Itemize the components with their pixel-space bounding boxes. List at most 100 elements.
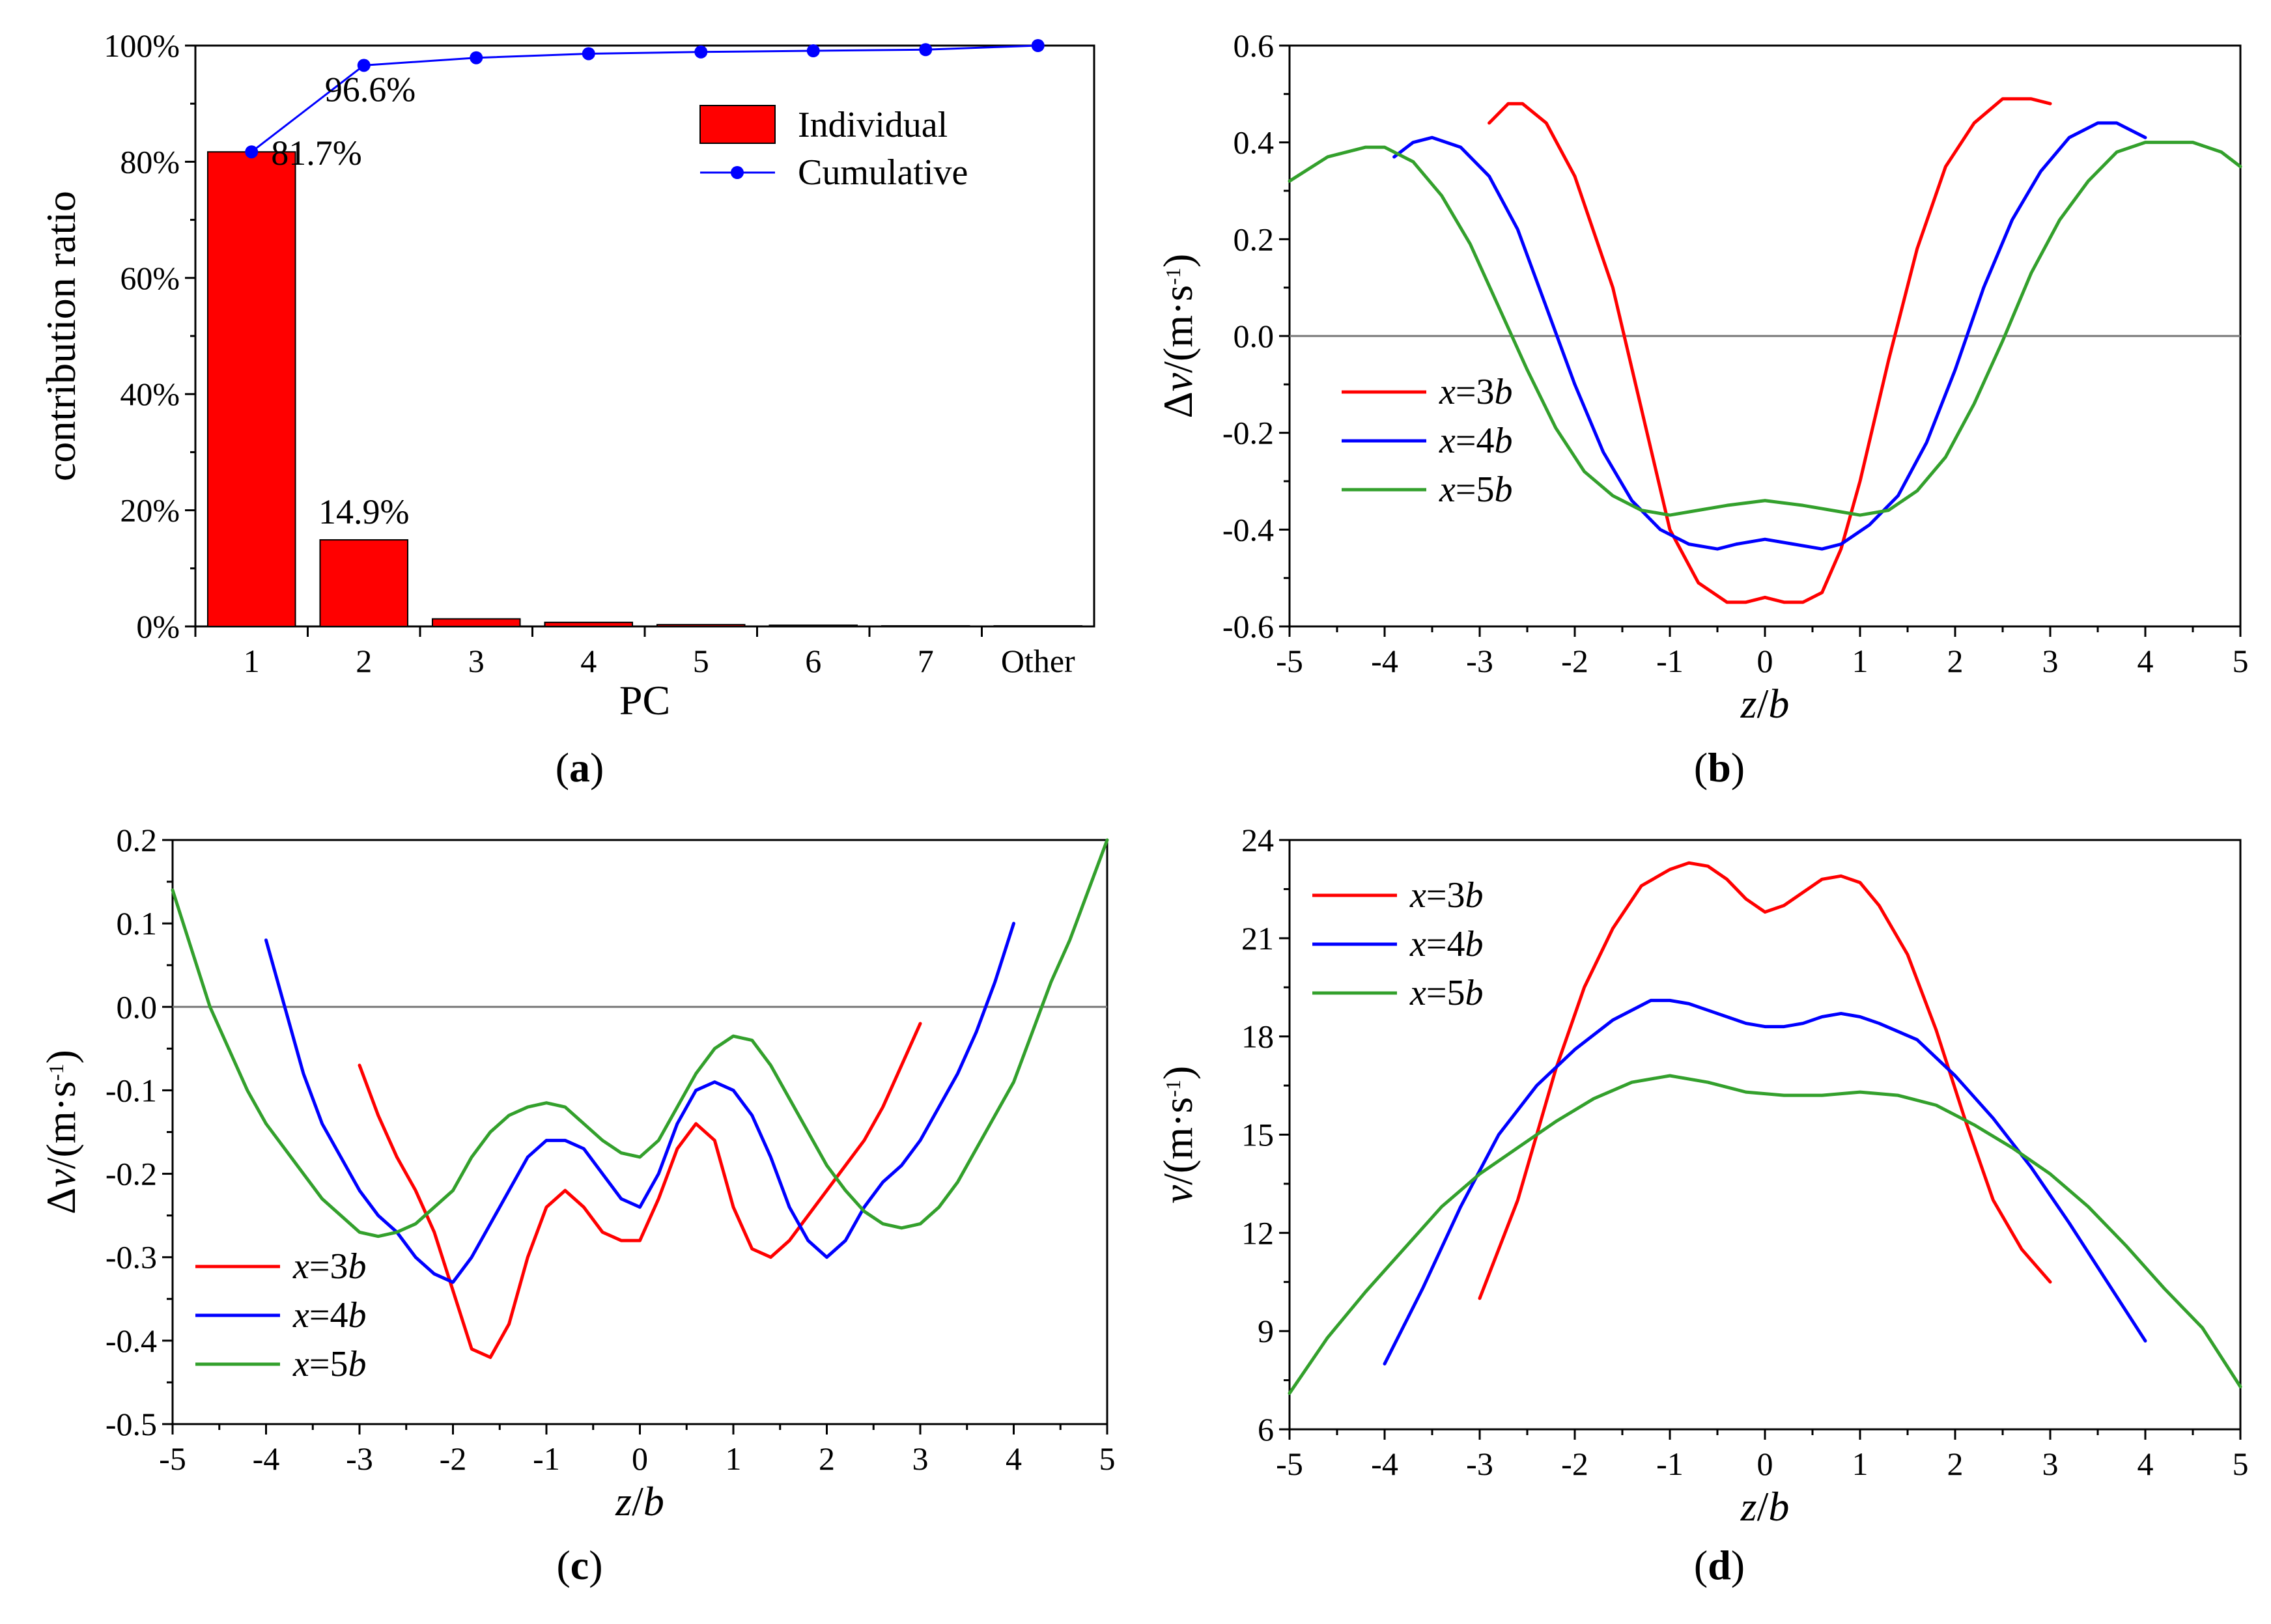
- x-tick-label: -2: [1561, 643, 1588, 679]
- panel-label-close: ): [1731, 744, 1745, 791]
- legend-label-0: x=3b: [1409, 875, 1483, 916]
- y-axis-label-close: ): [1155, 1066, 1201, 1080]
- legend-var: x: [1439, 469, 1456, 510]
- legend-var: x: [1439, 421, 1456, 461]
- y-tick-label: 0.1: [117, 905, 158, 942]
- y-axis-label-close: ): [38, 1050, 84, 1063]
- cumulative-point: [357, 59, 371, 72]
- bar: [769, 624, 858, 628]
- y-tick-label: 0%: [136, 608, 180, 645]
- x-tick-label: -4: [253, 1440, 280, 1477]
- series-line-2: [1288, 141, 2242, 517]
- panel-label-open: (: [556, 1542, 570, 1588]
- x-tick-label: 6: [805, 643, 821, 679]
- legend-label-0: x=3b: [1439, 372, 1512, 412]
- x-tick-label: 7: [918, 643, 934, 679]
- cumulative-point: [582, 47, 595, 61]
- bar: [206, 151, 296, 627]
- x-axis-label: z/b: [1740, 680, 1790, 727]
- x-axis-label-var: z: [615, 1478, 632, 1524]
- series-line-1: [264, 921, 1015, 1284]
- panel-label-close: ): [589, 1542, 602, 1588]
- y-axis-label: Δv/(m·s-1): [1155, 254, 1201, 419]
- y-tick-label: -0.6: [1222, 608, 1274, 645]
- legend-label-1: x=4b: [292, 1295, 366, 1336]
- legend-var2: b: [1465, 973, 1483, 1013]
- x-tick-label: Other: [1001, 643, 1075, 679]
- x-tick-label: 4: [1006, 1440, 1022, 1477]
- panel-label-letter: a: [569, 744, 590, 791]
- x-tick-label: -4: [1371, 643, 1398, 679]
- legend-eq: =5: [1456, 469, 1495, 510]
- legend-eq: =4: [309, 1295, 348, 1336]
- y-tick-label: 24: [1241, 822, 1274, 858]
- x-axis-label-var: z: [1740, 1483, 1757, 1530]
- y-tick-label: -0.2: [106, 1156, 157, 1192]
- panel-label: (b): [1694, 744, 1745, 791]
- panel-label-open: (: [1694, 1542, 1708, 1588]
- x-tick-label: 2: [1947, 1446, 1964, 1482]
- x-tick-label: 1: [1852, 1446, 1869, 1482]
- y-tick-label: 0.2: [117, 822, 158, 858]
- x-tick-label: 4: [2137, 643, 2154, 679]
- x-tick-label: 2: [1947, 643, 1964, 679]
- legend-var: x: [292, 1246, 309, 1287]
- x-tick-label: -1: [1656, 1446, 1684, 1482]
- y-axis-label-unit: /(m·s: [1155, 1097, 1201, 1185]
- legend-label-1: x=4b: [1439, 421, 1512, 461]
- legend-label-2: x=5b: [1409, 973, 1483, 1013]
- x-tick-label: -2: [1561, 1446, 1588, 1482]
- x-tick-label: 5: [2233, 1446, 2249, 1482]
- bar: [319, 539, 409, 627]
- x-axis-label: z/b: [615, 1478, 664, 1524]
- legend-label-1: x=4b: [1409, 924, 1483, 964]
- x-tick-label: -5: [1276, 1446, 1303, 1482]
- series-line-2: [171, 838, 1109, 1239]
- legend-var2: b: [348, 1246, 366, 1287]
- x-tick-label: 1: [244, 643, 260, 679]
- y-tick-label: 20%: [120, 492, 180, 529]
- x-axis-label: z/b: [1740, 1483, 1790, 1530]
- data-label: 96.6%: [325, 70, 416, 109]
- legend-var: x: [1409, 875, 1426, 916]
- legend-eq: =5: [309, 1344, 348, 1384]
- panel-label: (c): [556, 1542, 602, 1588]
- bar: [431, 618, 521, 627]
- panel-label-open: (: [556, 744, 569, 791]
- y-axis-label-var: v: [1155, 1184, 1201, 1203]
- y-axis-label-unit: /(m·s: [1155, 285, 1201, 373]
- y-tick-label: 18: [1241, 1018, 1274, 1055]
- x-tick-label: 3: [912, 1440, 929, 1477]
- series-line-2: [1288, 1074, 2242, 1395]
- x-tick-label: 5: [1099, 1440, 1116, 1477]
- y-tick-label: 0.6: [1234, 27, 1275, 64]
- legend-var2: b: [1465, 924, 1483, 964]
- x-tick-label: 1: [1852, 643, 1869, 679]
- panel-label-letter: b: [1708, 744, 1731, 791]
- y-axis-label-delta: Δ: [38, 1188, 84, 1214]
- y-axis-label-unit: /(m·s: [38, 1081, 84, 1169]
- x-tick-label: 5: [2233, 643, 2249, 679]
- series-line-0: [1488, 97, 2052, 604]
- legend-var2: b: [348, 1295, 366, 1336]
- cumulative-point: [919, 43, 933, 57]
- x-tick-label: 0: [632, 1440, 648, 1477]
- series-line-0: [1478, 861, 2052, 1300]
- y-tick-label: 0.0: [1234, 318, 1275, 354]
- legend-label-2: x=5b: [1439, 469, 1512, 510]
- legend-var2: b: [1465, 875, 1483, 916]
- legend-var: x: [292, 1344, 309, 1384]
- legend-label-individual: Individual: [798, 105, 948, 145]
- y-axis-label-close: ): [1155, 254, 1201, 268]
- cumulative-point: [470, 51, 483, 64]
- y-axis-label-var: v: [38, 1169, 84, 1188]
- x-tick-label: -3: [346, 1440, 373, 1477]
- y-tick-label: -0.1: [106, 1072, 157, 1108]
- y-tick-label: -0.3: [106, 1239, 157, 1276]
- legend-var: x: [1409, 924, 1426, 964]
- legend-label-0: x=3b: [292, 1246, 366, 1287]
- panel-label-close: ): [590, 744, 604, 791]
- y-axis-label-exp: -1: [1161, 1080, 1185, 1097]
- x-axis-label-var2: b: [1768, 680, 1789, 727]
